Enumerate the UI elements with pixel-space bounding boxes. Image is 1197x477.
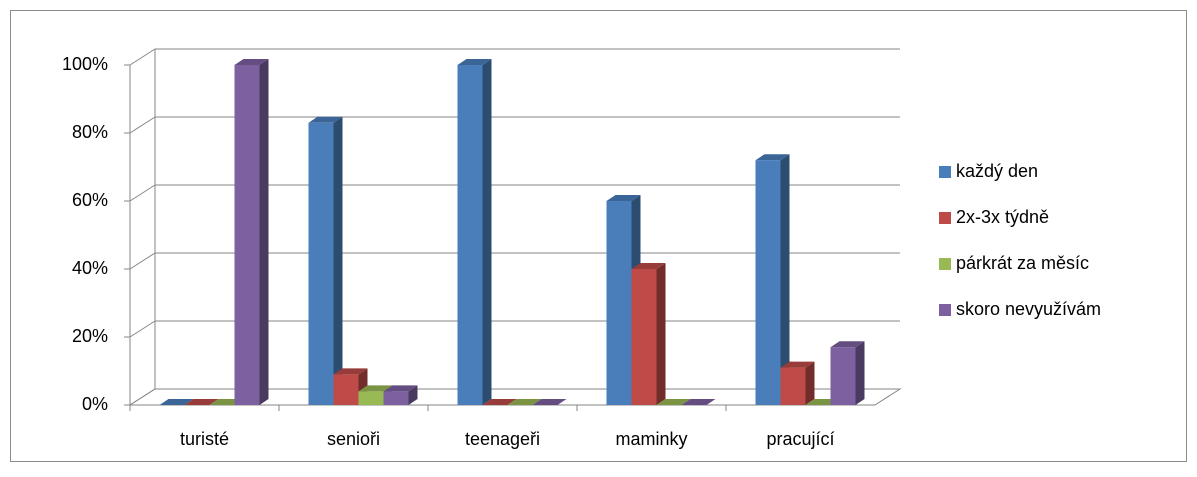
y-tick-label: 0% [82, 394, 108, 414]
bar [457, 59, 492, 405]
bar-top [780, 361, 815, 368]
bar [159, 399, 194, 405]
bar-top [482, 399, 517, 405]
x-tick-label: teenageři [465, 429, 540, 449]
legend-swatch [939, 304, 951, 316]
bar [631, 263, 666, 405]
bar [482, 399, 517, 405]
bar-side [259, 59, 269, 405]
bar-top [830, 341, 865, 348]
x-tick-label: maminky [615, 429, 687, 449]
grid-line-side [129, 184, 156, 202]
grid-line-side [129, 116, 156, 134]
bar [755, 154, 790, 405]
legend-swatch [939, 166, 951, 178]
y-tick-label: 20% [72, 326, 108, 346]
bar-top [184, 399, 219, 405]
y-tick-label: 80% [72, 122, 108, 142]
bar-front [780, 367, 806, 405]
bar-side [482, 59, 492, 405]
chart-frame [10, 10, 1187, 462]
bar-top [606, 195, 641, 201]
bar-front [631, 269, 657, 405]
legend-label: každý den [956, 161, 1038, 181]
bar-front [755, 160, 781, 405]
legend-swatch [939, 258, 951, 270]
bar-front [358, 391, 384, 405]
bar [184, 399, 219, 405]
bar [656, 399, 691, 405]
bar [507, 399, 542, 405]
bar-side [333, 116, 343, 406]
bar-side [805, 361, 815, 405]
bar [681, 399, 716, 405]
legend-label: párkrát za měsíc [956, 253, 1089, 273]
x-tick-label: turisté [180, 429, 229, 449]
bar-top [308, 116, 343, 123]
bar-front [457, 65, 483, 405]
bar-top [532, 399, 567, 405]
bar-side [408, 385, 418, 405]
bar-front [234, 65, 260, 405]
bar-top [681, 399, 716, 405]
bar-top [755, 154, 790, 161]
bar [830, 341, 865, 405]
bar-front [830, 347, 856, 405]
bar-top [656, 399, 691, 405]
bar-front [333, 374, 359, 405]
bar-front [383, 391, 409, 405]
bar-top [507, 399, 542, 405]
bar-top [234, 59, 269, 65]
bar [532, 399, 567, 405]
bar-front [606, 201, 632, 405]
bar-side [780, 154, 790, 405]
bar-top [159, 399, 194, 405]
grid-line-side [129, 388, 156, 406]
bar-top [457, 59, 492, 65]
bar [780, 361, 815, 405]
bar-side [656, 263, 666, 405]
bar [308, 116, 343, 406]
bar-top [358, 385, 393, 392]
grid-line-side [129, 320, 156, 338]
y-tick-label: 100% [62, 54, 108, 74]
bar-side [855, 341, 865, 405]
grid-line-side [129, 252, 156, 270]
y-tick-label: 40% [72, 258, 108, 278]
bar [383, 385, 418, 405]
bar-front [308, 122, 334, 406]
grid-line-side [129, 48, 156, 66]
bar [234, 59, 269, 405]
bar-top [631, 263, 666, 269]
legend-swatch [939, 212, 951, 224]
legend-label: 2x-3x týdně [956, 207, 1049, 227]
bar-top [383, 385, 418, 392]
x-tick-label: pracující [766, 429, 834, 449]
x-tick-label: senioři [327, 429, 380, 449]
y-tick-label: 60% [72, 190, 108, 210]
legend-label: skoro nevyužívám [956, 299, 1101, 319]
bar-top [333, 368, 368, 375]
